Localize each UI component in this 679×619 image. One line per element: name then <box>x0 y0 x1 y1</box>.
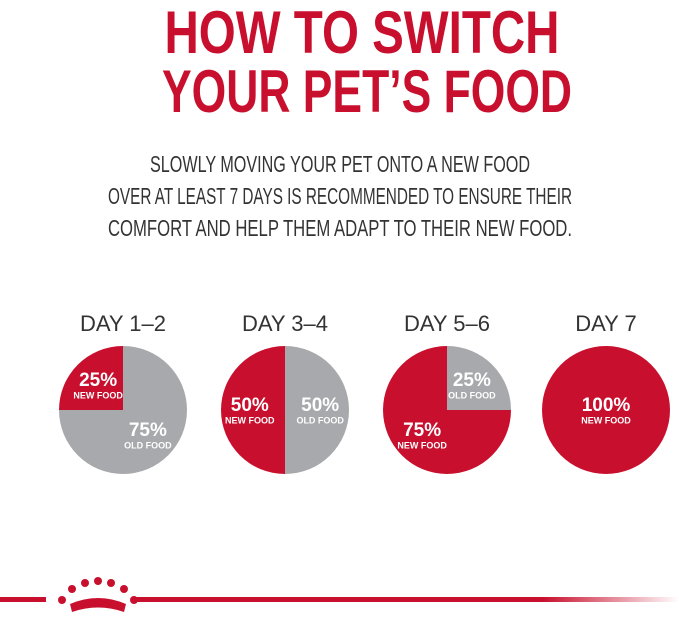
footer-rule <box>135 597 679 602</box>
slice-label: OLD FOOD <box>296 415 344 425</box>
intro-line: OVER AT LEAST 7 DAYS IS RECOMMENDED TO E… <box>108 183 572 209</box>
day-label: DAY 7 <box>575 311 637 336</box>
day-label: DAY 1–2 <box>80 311 166 336</box>
slice-label: OLD FOOD <box>448 390 496 400</box>
day-label: DAY 5–6 <box>404 311 490 336</box>
pie-slice <box>59 346 123 410</box>
slice-label: NEW FOOD <box>73 390 123 400</box>
slice-percent: 75% <box>403 420 441 441</box>
slice-label: NEW FOOD <box>225 415 275 425</box>
slice-percent: 75% <box>129 420 167 441</box>
slice-percent: 100% <box>582 395 631 416</box>
pie-slice <box>59 346 187 474</box>
pie-slice <box>447 346 511 410</box>
title-line: HOW TO SWITCH <box>165 0 560 66</box>
slice-label: OLD FOOD <box>124 440 172 450</box>
slice-percent: 25% <box>79 370 117 391</box>
pie-slice <box>285 346 349 474</box>
slice-label: NEW FOOD <box>581 415 631 425</box>
slice-percent: 50% <box>231 395 269 416</box>
slice-label: NEW FOOD <box>397 440 447 450</box>
slice-percent: 50% <box>301 395 339 416</box>
footer-rule <box>0 597 46 602</box>
crown-logo <box>58 577 138 612</box>
slice-percent: 25% <box>453 370 491 391</box>
pie-slice <box>542 346 670 474</box>
day-label: DAY 3–4 <box>242 311 328 336</box>
intro-line: SLOWLY MOVING YOUR PET ONTO A NEW FOOD <box>150 151 530 177</box>
title-line: YOUR PET’S FOOD <box>162 58 572 125</box>
pie-slice <box>221 346 285 474</box>
intro-line: COMFORT AND HELP THEM ADAPT TO THEIR NEW… <box>108 215 572 241</box>
